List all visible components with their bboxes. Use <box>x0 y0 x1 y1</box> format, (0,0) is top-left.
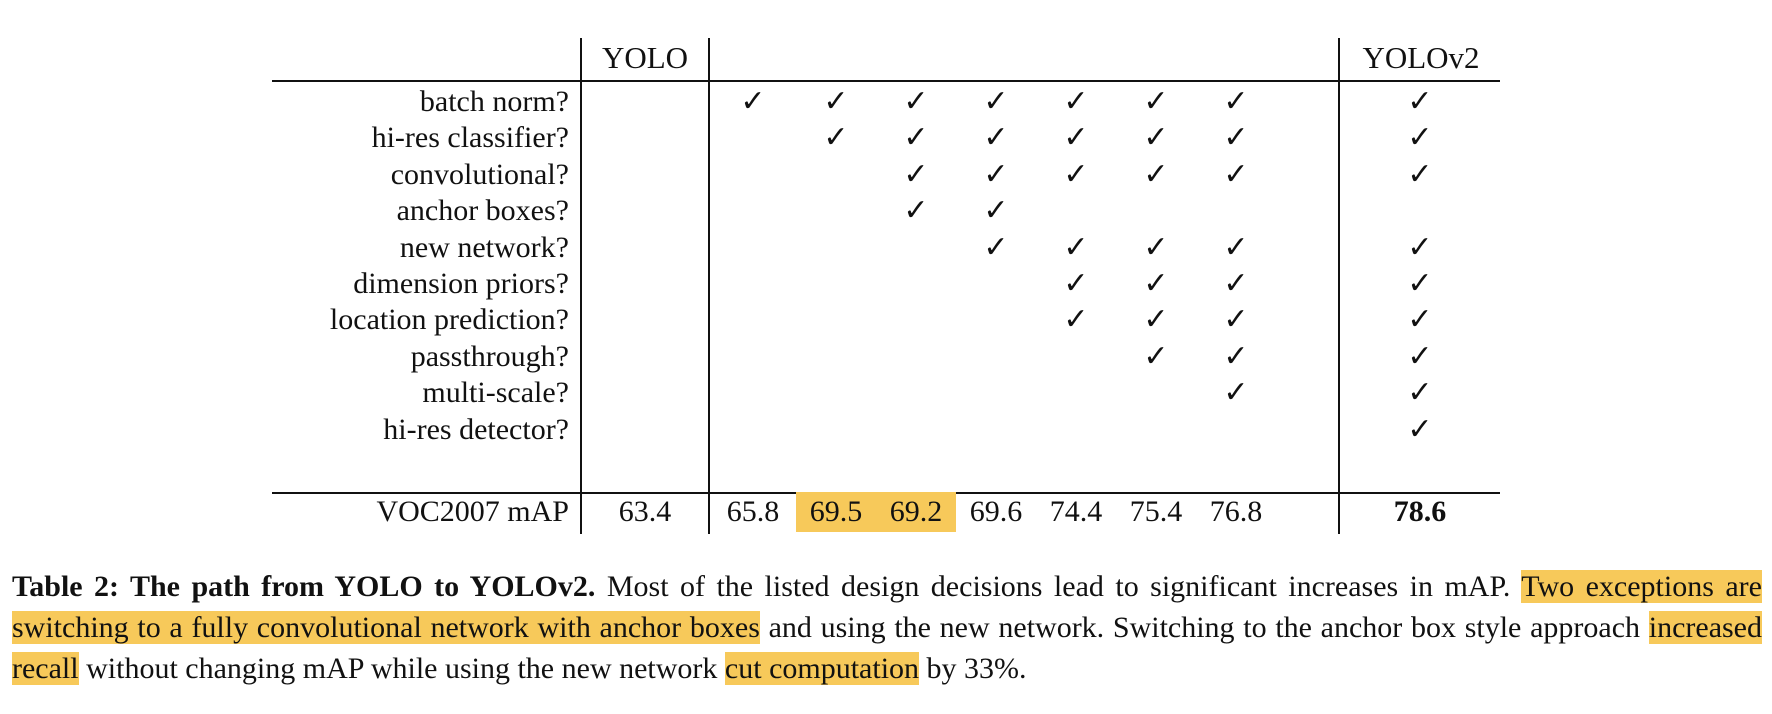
map-value: 69.6 <box>969 495 1023 528</box>
checkmark-icon: ✓ <box>1223 84 1249 119</box>
checkmark-icon: ✓ <box>1407 266 1433 301</box>
map-value: 69.2 <box>876 492 956 532</box>
checkmark-icon: ✓ <box>1143 338 1169 374</box>
checkmark-icon: ✓ <box>903 193 929 229</box>
checkmark-icon: ✓ <box>1063 156 1089 192</box>
yolov2-left-rule <box>1338 38 1340 534</box>
checkmark-icon: ✓ <box>1223 266 1249 301</box>
checkmark-icon: ✓ <box>1143 229 1169 265</box>
checkmark-icon: ✓ <box>1223 302 1249 338</box>
checkmark-icon: ✓ <box>1223 375 1249 411</box>
caption-text-1: Most of the listed design decisions lead… <box>595 570 1522 603</box>
map-value: 75.4 <box>1129 495 1183 528</box>
caption-lead: Table 2: The path from YOLO to YOLOv2. <box>12 570 596 603</box>
header-yolo: YOLO <box>601 40 689 75</box>
checkmark-icon: ✓ <box>1143 120 1169 156</box>
yolo-left-rule <box>580 38 582 534</box>
caption-text-3: without changing mAP while using the new… <box>78 652 725 685</box>
checkmark-icon: ✓ <box>1407 156 1433 192</box>
map-value: 76.8 <box>1209 495 1263 528</box>
header-yolov2: YOLOv2 <box>1362 40 1480 75</box>
map-value: 63.4 <box>618 495 672 528</box>
row-label: hi-res classifier? <box>371 121 569 155</box>
checkmark-icon: ✓ <box>1063 266 1089 301</box>
checkmark-icon: ✓ <box>1407 229 1433 265</box>
checkmark-icon: ✓ <box>1063 120 1089 156</box>
checkmark-icon: ✓ <box>1407 375 1433 411</box>
checkmark-icon: ✓ <box>1143 84 1169 119</box>
checkmark-icon: ✓ <box>1223 120 1249 156</box>
row-label: anchor boxes? <box>396 194 569 228</box>
map-value: 69.5 <box>796 492 876 532</box>
map-label: VOC2007 mAP <box>376 495 569 528</box>
checkmark-icon: ✓ <box>1143 302 1169 338</box>
checkmark-icon: ✓ <box>1143 156 1169 192</box>
checkmark-icon: ✓ <box>1063 84 1089 119</box>
row-label: dimension priors? <box>353 267 569 300</box>
checkmark-icon: ✓ <box>1223 229 1249 265</box>
checkmark-icon: ✓ <box>1063 229 1089 265</box>
row-label: passthrough? <box>410 339 569 373</box>
checkmark-icon: ✓ <box>903 156 929 192</box>
checkmark-icon: ✓ <box>1143 266 1169 301</box>
checkmark-icon: ✓ <box>823 120 849 156</box>
checkmark-icon: ✓ <box>1407 338 1433 374</box>
map-value: 78.6 <box>1393 495 1447 528</box>
table-caption: Table 2: The path from YOLO to YOLOv2. M… <box>12 566 1762 689</box>
checkmark-icon: ✓ <box>983 120 1009 156</box>
row-label: hi-res detector? <box>383 412 569 446</box>
row-label: location prediction? <box>329 303 569 337</box>
checkmark-icon: ✓ <box>1407 120 1433 156</box>
checkmark-icon: ✓ <box>1223 156 1249 192</box>
row-label: convolutional? <box>390 157 569 191</box>
checkmark-icon: ✓ <box>740 84 766 119</box>
checkmark-icon: ✓ <box>903 120 929 156</box>
checkmark-icon: ✓ <box>983 84 1009 119</box>
checkmark-icon: ✓ <box>1407 302 1433 338</box>
checkmark-icon: ✓ <box>1063 302 1089 338</box>
checkmark-icon: ✓ <box>1407 84 1433 119</box>
map-value: 74.4 <box>1049 495 1103 528</box>
ablation-table: YOLO YOLOv2 batch norm? ✓ ✓ ✓ ✓ ✓ ✓ ✓ ✓ hi-res cl… <box>272 38 1500 534</box>
checkmark-icon: ✓ <box>903 84 929 119</box>
row-label: batch norm? <box>419 85 569 118</box>
row-label: new network? <box>399 230 569 264</box>
map-value: 65.8 <box>726 495 780 528</box>
caption-text-2: and using the new network. Switching to … <box>759 611 1649 644</box>
checkmark-icon: ✓ <box>983 156 1009 192</box>
caption-text-4: by 33%. <box>919 652 1027 685</box>
checkmark-icon: ✓ <box>983 193 1009 229</box>
checkmark-icon: ✓ <box>1407 411 1433 447</box>
header-rule <box>272 80 1500 82</box>
checkmark-icon: ✓ <box>823 84 849 119</box>
caption-highlight-3: cut computation <box>724 652 920 685</box>
yolo-right-rule <box>708 38 710 534</box>
row-label: multi-scale? <box>422 376 569 410</box>
checkmark-icon: ✓ <box>983 229 1009 265</box>
checkmark-icon: ✓ <box>1223 338 1249 374</box>
